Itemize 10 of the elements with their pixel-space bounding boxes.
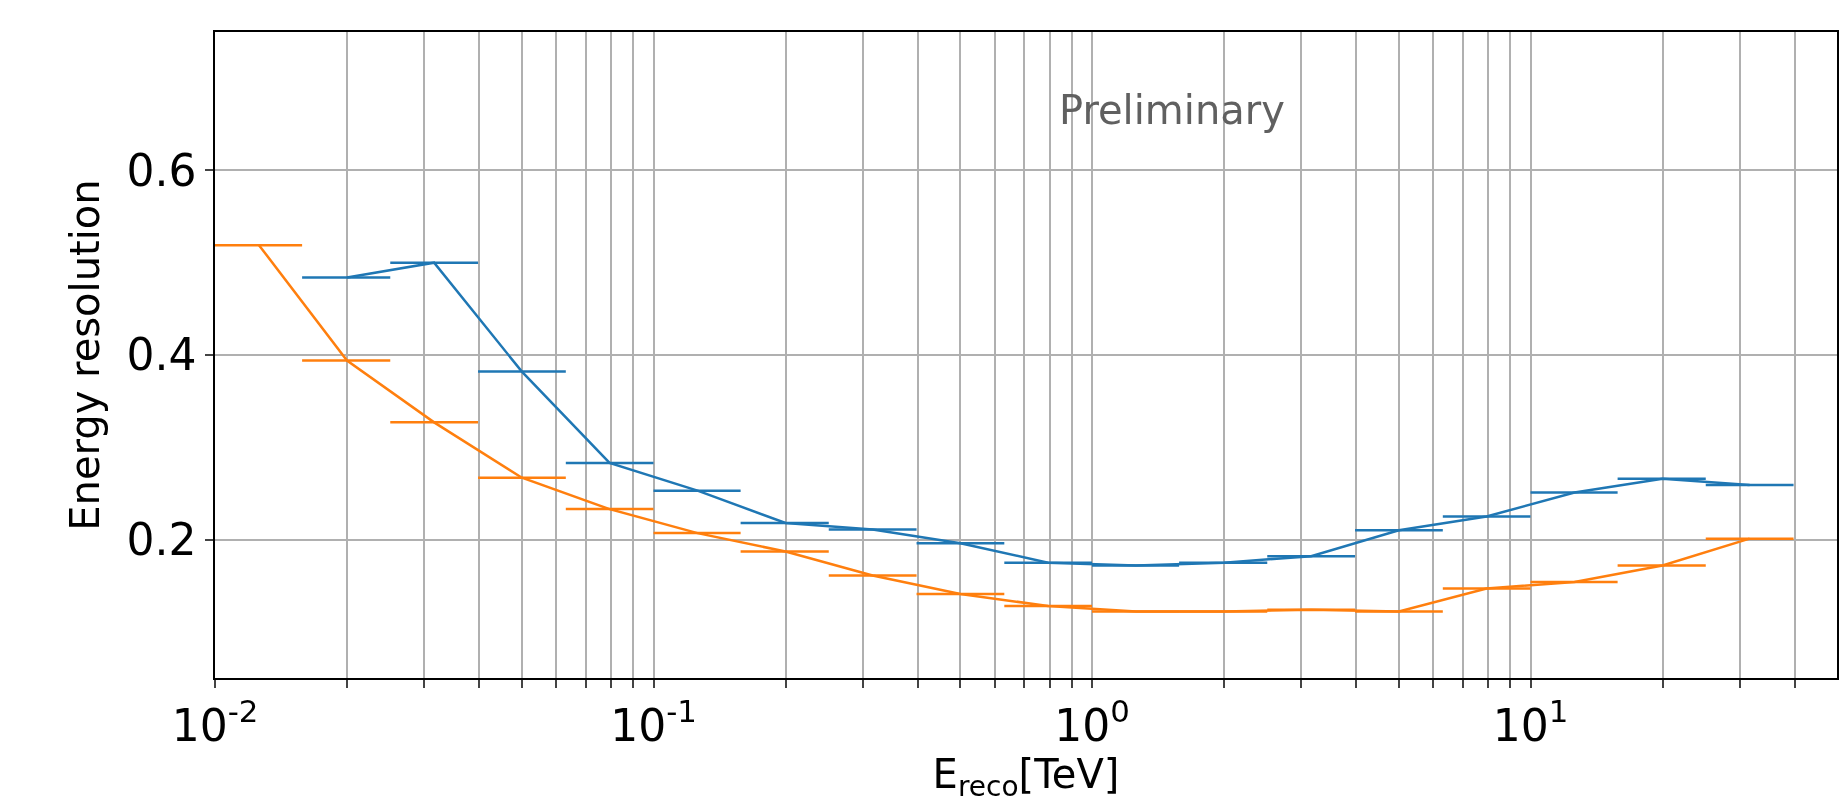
y-axis-title: Energy resolution xyxy=(62,179,109,531)
x-axis-title: E$_{reco}$[TeV] xyxy=(932,750,1120,803)
x-tick-label: 10$^{1}$ xyxy=(1492,693,1569,751)
x-tick-label: 10$^{-1}$ xyxy=(610,693,697,751)
y-tick-label: 0.2 xyxy=(126,513,197,565)
y-tick-label: 0.6 xyxy=(126,144,197,196)
y-tick-label: 0.4 xyxy=(126,329,197,381)
x-tick-label: 10$^{0}$ xyxy=(1054,693,1130,751)
annotation: Preliminary xyxy=(1059,87,1285,133)
x-tick-label: 10$^{-2}$ xyxy=(171,693,259,751)
